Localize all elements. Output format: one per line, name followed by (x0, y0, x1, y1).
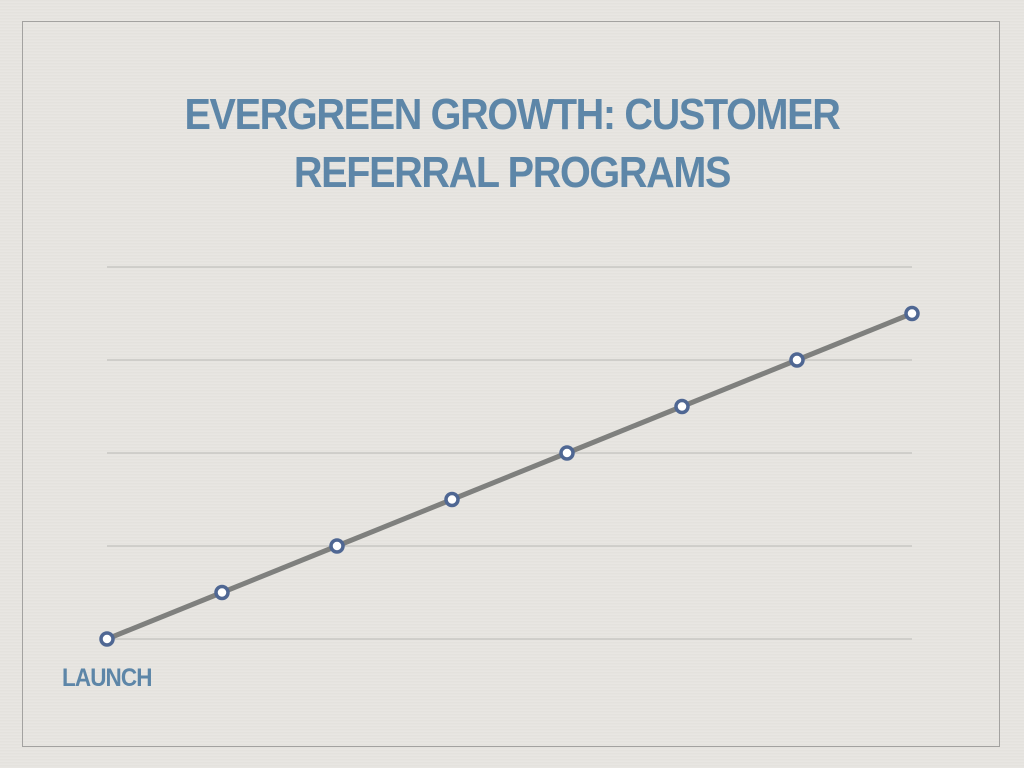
slide-title: EVERGREEN GROWTH: CUSTOMER REFERRAL PROG… (184, 90, 840, 197)
series-line-layer (104, 311, 915, 642)
slide-frame (22, 21, 1000, 747)
data-point-2 (329, 538, 345, 554)
data-point-6 (789, 352, 805, 368)
series-line (104, 311, 915, 642)
data-point-1 (214, 584, 230, 601)
data-point-3 (444, 491, 460, 508)
data-point-5 (674, 398, 690, 415)
x-tick-label-launch: LAUNCH (62, 664, 152, 692)
data-points (99, 305, 920, 647)
gridlines (107, 266, 912, 640)
data-point-7 (904, 305, 920, 322)
data-point-4 (559, 445, 575, 461)
data-point-0 (99, 631, 115, 647)
